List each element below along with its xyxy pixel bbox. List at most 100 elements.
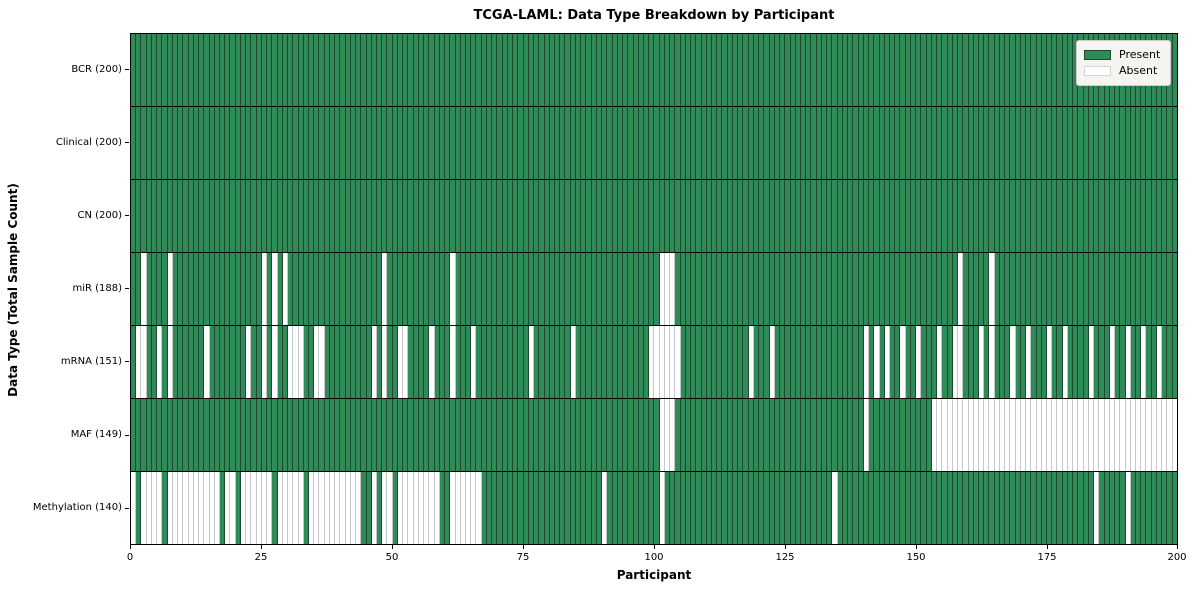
heatmap-cell	[623, 34, 629, 106]
heatmap-cell	[225, 180, 231, 252]
heatmap-cell	[879, 253, 885, 325]
heatmap-cell	[340, 399, 346, 471]
heatmap-cell	[680, 326, 686, 398]
heatmap-cell	[251, 107, 257, 179]
heatmap-cell	[434, 34, 440, 106]
heatmap-cell	[534, 326, 540, 398]
heatmap-cell	[418, 34, 425, 106]
heatmap-cell	[586, 180, 592, 252]
heatmap-cell	[670, 180, 676, 252]
heatmap-cell	[999, 253, 1006, 325]
heatmap-cell	[874, 253, 880, 325]
heatmap-cell	[680, 34, 686, 106]
heatmap-cell	[801, 107, 807, 179]
heatmap-cell	[963, 326, 969, 398]
heatmap-cell	[481, 180, 487, 252]
heatmap-cell	[329, 34, 336, 106]
heatmap-cell	[1104, 107, 1110, 179]
heatmap-cell	[649, 399, 655, 471]
heatmap-cell	[884, 180, 890, 252]
heatmap-cell	[1010, 326, 1016, 398]
heatmap-cell	[623, 180, 629, 252]
heatmap-cell	[732, 326, 739, 398]
heatmap-cell	[795, 180, 801, 252]
heatmap-cell	[842, 107, 849, 179]
heatmap-cell	[460, 472, 466, 544]
heatmap-cell	[1104, 253, 1110, 325]
heatmap-cell	[434, 180, 440, 252]
heatmap-cell	[879, 472, 885, 544]
heatmap-cell	[947, 326, 953, 398]
heatmap-cell	[1031, 34, 1037, 106]
ytick-label-methylation: Methylation (140)	[32, 502, 122, 513]
heatmap-cell	[528, 107, 535, 179]
heatmap-cell	[1057, 180, 1063, 252]
heatmap-cell	[1115, 399, 1121, 471]
heatmap-cell	[466, 34, 472, 106]
heatmap-cell	[523, 253, 529, 325]
heatmap-cell	[785, 253, 791, 325]
heatmap-cell	[753, 180, 760, 252]
xtick-label-75: 75	[516, 552, 530, 563]
heatmap-cell	[706, 253, 713, 325]
heatmap-cell	[413, 472, 419, 544]
heatmap-cell	[1156, 399, 1163, 471]
heatmap-cell	[293, 472, 299, 544]
heatmap-cell	[565, 399, 571, 471]
heatmap-cell	[1010, 34, 1016, 106]
heatmap-cell	[141, 34, 147, 106]
heatmap-cell	[476, 34, 482, 106]
heatmap-cell	[549, 326, 555, 398]
heatmap-cell	[539, 180, 545, 252]
heatmap-cell	[361, 34, 367, 106]
heatmap-cell	[649, 326, 655, 398]
heatmap-cell	[204, 180, 210, 252]
heatmap-cell	[418, 253, 425, 325]
heatmap-cell	[863, 34, 870, 106]
heatmap-cell	[366, 107, 372, 179]
heatmap-cell	[942, 472, 948, 544]
heatmap-cell	[638, 180, 644, 252]
heatmap-cell	[994, 34, 1000, 106]
ytick-mark	[125, 69, 129, 71]
xtick-mark	[392, 545, 394, 549]
heatmap-cell	[335, 180, 341, 252]
heatmap-cell	[607, 34, 613, 106]
heatmap-cell	[1005, 34, 1011, 106]
heatmap-cell	[361, 326, 367, 398]
heatmap-cell	[1115, 472, 1121, 544]
heatmap-cell	[486, 472, 493, 544]
heatmap-cell	[623, 253, 629, 325]
heatmap-cell	[413, 107, 419, 179]
heatmap-cell	[832, 399, 838, 471]
heatmap-cell	[607, 253, 613, 325]
heatmap-cell	[240, 180, 247, 252]
heatmap-cell	[575, 180, 582, 252]
heatmap-cell	[288, 253, 294, 325]
heatmap-cell	[209, 107, 215, 179]
heatmap-cell	[958, 253, 964, 325]
heatmap-cell	[926, 180, 932, 252]
heatmap-cell	[424, 472, 430, 544]
heatmap-cell	[151, 180, 158, 252]
heatmap-cell	[188, 34, 194, 106]
heatmap-cell	[984, 253, 990, 325]
heatmap-cell	[607, 107, 613, 179]
heatmap-cell	[1088, 399, 1095, 471]
heatmap-cell	[345, 180, 351, 252]
heatmap-cell	[696, 399, 702, 471]
heatmap-cell	[617, 180, 624, 252]
heatmap-cell	[308, 326, 315, 398]
heatmap-cell	[518, 472, 524, 544]
heatmap-cell	[921, 180, 927, 252]
heatmap-cell	[172, 180, 179, 252]
heatmap-cell	[1151, 472, 1157, 544]
heatmap-cell	[1073, 253, 1079, 325]
heatmap-cell	[193, 472, 200, 544]
heatmap-cell	[727, 326, 733, 398]
heatmap-cell	[151, 253, 158, 325]
heatmap-cell	[199, 472, 205, 544]
heatmap-cell	[575, 399, 582, 471]
heatmap-cell	[314, 180, 320, 252]
heatmap-cell	[251, 472, 257, 544]
